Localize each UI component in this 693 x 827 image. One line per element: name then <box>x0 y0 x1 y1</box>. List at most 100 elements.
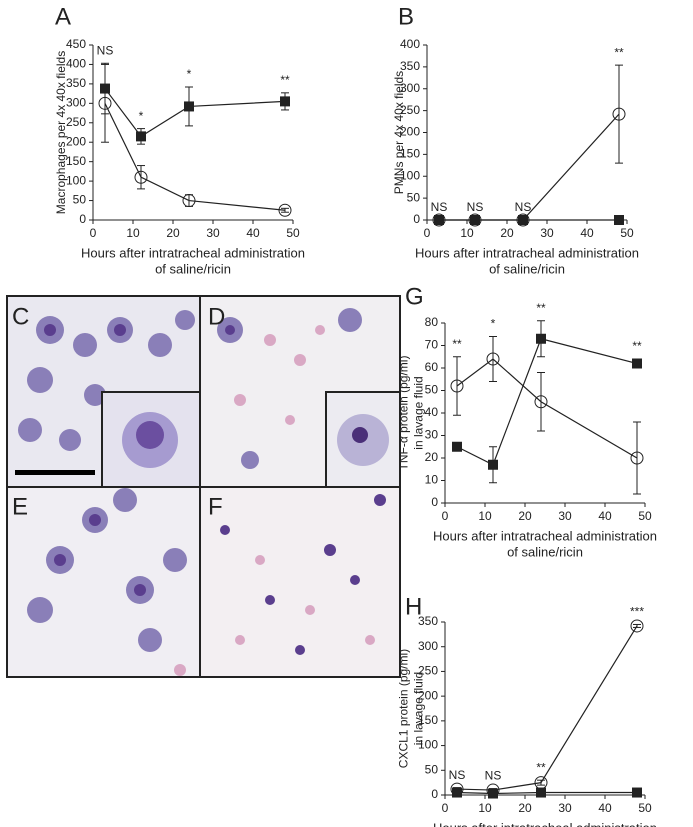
nuclei <box>44 324 386 655</box>
y-axis-label: CXCL1 protein (pg/ml) <box>397 649 411 768</box>
annotation: ** <box>280 73 290 87</box>
y-tick-label: 0 <box>431 495 438 509</box>
y-tick-label: 250 <box>400 103 420 117</box>
circle-marker <box>534 776 548 790</box>
x-axis-label: of saline/ricin <box>155 261 231 276</box>
series-line <box>456 791 637 795</box>
x-tick-label: 30 <box>558 801 572 815</box>
y-tick-label: 50 <box>425 383 439 397</box>
x-tick-label: 50 <box>638 801 652 815</box>
y-tick-label: 400 <box>66 57 86 71</box>
square-marker <box>184 101 194 112</box>
circle-marker <box>432 213 446 227</box>
inset-nucleus <box>352 427 368 443</box>
y-tick-label: 250 <box>66 115 86 129</box>
y-tick-label: 60 <box>425 360 439 374</box>
annotation: * <box>491 317 496 331</box>
y-tick-label: 150 <box>418 713 438 727</box>
x-axis-label: Hours after intratracheal administration <box>433 528 657 543</box>
annotation: NS <box>467 200 484 214</box>
x-tick-label: 20 <box>518 509 532 523</box>
x-tick-label: 50 <box>620 226 634 240</box>
square-marker <box>536 333 546 344</box>
y-tick-label: 50 <box>407 190 421 204</box>
inset-nucleus <box>136 421 164 449</box>
y-tick-label: 300 <box>418 639 438 653</box>
annotation: NS <box>515 200 532 214</box>
annotation: * <box>187 67 192 81</box>
error-bar <box>453 356 461 416</box>
circle-marker <box>486 783 500 797</box>
red-cells <box>174 325 375 676</box>
circle-marker <box>278 203 292 217</box>
y-tick-label: 100 <box>400 168 420 182</box>
x-tick-label: 40 <box>246 226 260 240</box>
circle-marker <box>468 213 482 227</box>
series-line <box>456 358 638 459</box>
error-bar <box>101 63 109 143</box>
x-tick-label: 30 <box>206 226 220 240</box>
x-tick-label: 0 <box>442 509 449 523</box>
x-axis-label: of saline/ricin <box>507 544 583 559</box>
x-tick-label: 40 <box>580 226 594 240</box>
x-tick-label: 30 <box>558 509 572 523</box>
micrographs <box>6 295 401 678</box>
x-tick-label: 0 <box>424 226 431 240</box>
y-axis-label: TNF-α protein (pg/ml) <box>397 356 411 471</box>
square-marker <box>488 459 498 470</box>
error-bar <box>633 623 641 628</box>
y-tick-label: 70 <box>425 338 439 352</box>
y-axis-label: in lavage fluid <box>412 376 426 449</box>
panel-label: E <box>12 493 28 520</box>
square-marker <box>280 96 290 107</box>
x-tick-label: 40 <box>598 509 612 523</box>
circle-marker <box>450 379 464 393</box>
circle-marker <box>182 194 196 208</box>
annotation: NS <box>449 768 466 782</box>
x-tick-label: 50 <box>286 226 300 240</box>
square-marker <box>614 215 624 225</box>
panel-label: F <box>208 493 223 520</box>
series-line <box>439 113 620 221</box>
annotation: NS <box>97 43 114 57</box>
error-bar <box>537 372 545 432</box>
y-tick-label: 100 <box>418 738 438 752</box>
y-tick-label: 0 <box>79 212 86 226</box>
circle-marker <box>516 213 530 227</box>
annotation: NS <box>485 769 502 783</box>
x-tick-label: 20 <box>500 226 514 240</box>
y-tick-label: 350 <box>400 59 420 73</box>
square-marker <box>536 787 546 798</box>
y-tick-label: 0 <box>413 212 420 226</box>
square-marker <box>452 787 462 798</box>
square-marker <box>632 358 642 369</box>
y-tick-label: 250 <box>418 664 438 678</box>
x-tick-label: 40 <box>598 801 612 815</box>
circle-marker <box>630 619 644 633</box>
y-tick-label: 20 <box>425 450 439 464</box>
y-tick-label: 150 <box>400 147 420 161</box>
y-tick-label: 200 <box>418 688 438 702</box>
y-tick-label: 350 <box>418 614 438 628</box>
annotation: *** <box>630 605 644 619</box>
x-tick-label: 10 <box>478 509 492 523</box>
error-bar <box>281 207 289 213</box>
error-bar <box>633 421 641 495</box>
y-tick-label: 50 <box>73 193 87 207</box>
x-tick-label: 10 <box>126 226 140 240</box>
panel-label: A <box>55 3 71 30</box>
annotation: ** <box>632 339 642 353</box>
x-axis-label: Hours after intratracheal administration <box>81 245 305 260</box>
error-bar <box>615 64 623 164</box>
y-axis-label: PMNs per 4x 40x fields <box>392 71 406 194</box>
circle-marker <box>486 352 500 366</box>
y-tick-label: 200 <box>66 134 86 148</box>
panel-label: H <box>405 593 422 620</box>
y-tick-label: 300 <box>66 96 86 110</box>
x-tick-label: 20 <box>518 801 532 815</box>
annotation: ** <box>614 45 624 59</box>
circle-marker <box>630 451 644 465</box>
y-tick-label: 10 <box>425 473 439 487</box>
annotation: ** <box>536 301 546 315</box>
error-bar <box>453 787 461 792</box>
